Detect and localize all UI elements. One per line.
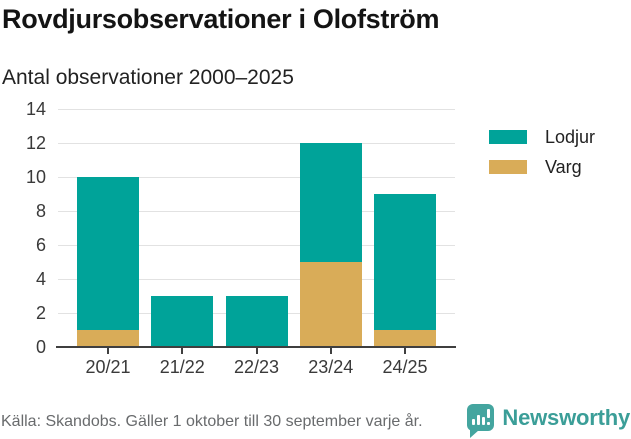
x-axis-line	[56, 346, 456, 348]
legend-swatch-varg	[489, 160, 527, 174]
y-tick-label-6: 6	[35, 235, 46, 255]
source-note: Källa: Skandobs. Gäller 1 oktober till 3…	[1, 413, 423, 430]
x-tick-23-24	[329, 348, 332, 354]
legend-label-varg: Varg	[545, 157, 582, 177]
gridline-14	[58, 109, 455, 110]
gridline-8	[58, 211, 455, 212]
legend-swatch-lodjur	[489, 130, 527, 144]
y-tick-label-10: 10	[25, 167, 46, 187]
gridline-6	[58, 245, 455, 246]
y-tick-label-12: 12	[25, 133, 46, 153]
bar-23-24-varg	[299, 262, 362, 347]
gridline-4	[58, 279, 455, 280]
newsworthy-logo-icon	[467, 404, 495, 438]
y-tick-label-4: 4	[35, 269, 46, 289]
x-tick-24-25	[404, 348, 406, 354]
bar-20-21-lodjur	[77, 177, 139, 330]
speech-bubble-tail	[470, 430, 480, 438]
legend-item-varg: Varg	[489, 157, 595, 177]
bar-24-25-lodjur	[374, 194, 436, 330]
x-tick-21-22	[181, 348, 184, 354]
x-tick-label-21-22: 21/22	[159, 357, 205, 377]
y-axis-labels: 0 2 4 6 8 10 12 14	[0, 99, 46, 357]
x-tick-20-21	[107, 348, 109, 354]
gridline-12	[58, 143, 455, 144]
y-tick-label-8: 8	[35, 201, 46, 221]
x-tick-label-24-25: 24/25	[382, 357, 428, 377]
plot-area	[58, 109, 455, 347]
legend-label-lodjur: Lodjur	[545, 127, 596, 147]
chart-subtitle: Antal observationer 2000–2025	[2, 66, 294, 89]
x-tick-label-20-21: 20/21	[85, 357, 131, 377]
y-tick-label-0: 0	[35, 337, 46, 357]
y-tick-label-14: 14	[25, 99, 46, 119]
bar-24-25-varg	[374, 330, 436, 347]
y-tick-label-2: 2	[35, 303, 46, 323]
bar-23-24-lodjur	[299, 143, 362, 262]
chart-title: Rovdjursobservationer i Olofström	[2, 4, 440, 34]
x-tick-22-23	[255, 348, 258, 354]
x-tick-label-23-24: 23/24	[308, 357, 354, 377]
bar-21-22-lodjur	[151, 296, 214, 347]
gridline-10	[58, 177, 455, 178]
bar-20-21-varg	[77, 330, 139, 347]
x-tick-label-22-23: 22/23	[233, 357, 280, 377]
legend: Lodjur Varg	[489, 127, 596, 190]
brand-name: Newsworthy	[502, 404, 630, 430]
legend-item-lodjur: Lodjur	[489, 127, 596, 147]
bar-22-23-lodjur	[225, 296, 288, 347]
newsworthy-logo: Newsworthy	[467, 404, 630, 438]
